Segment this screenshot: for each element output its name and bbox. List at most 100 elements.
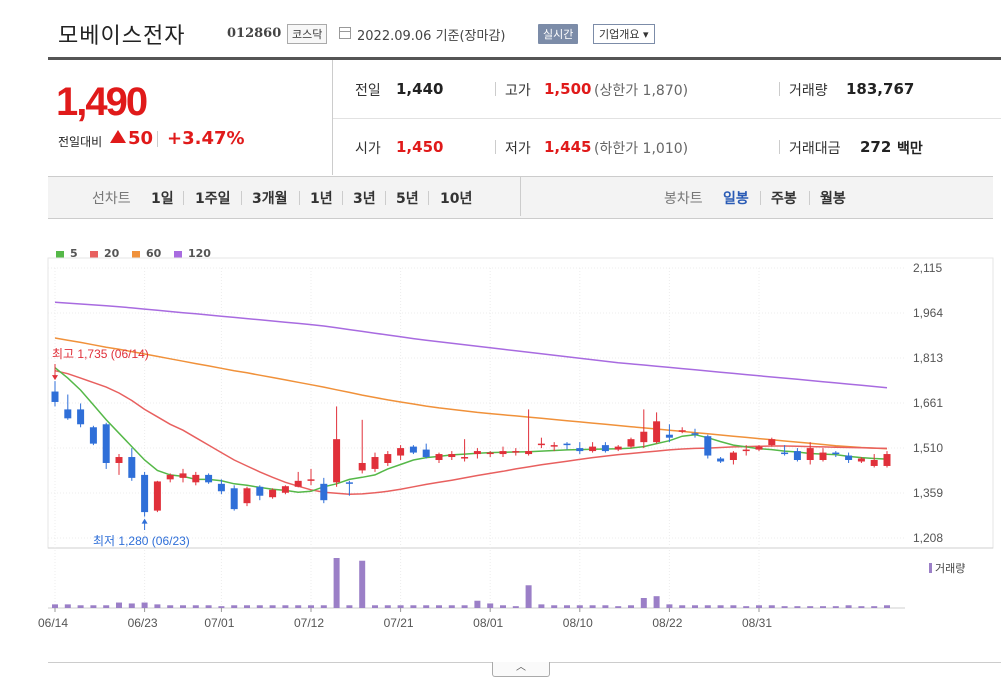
volume-bar bbox=[845, 605, 852, 608]
candle-body bbox=[525, 451, 533, 455]
candle-monthly[interactable]: 월봉 bbox=[820, 191, 846, 207]
volume-bar bbox=[205, 605, 212, 608]
period-3m[interactable]: 3개월 bbox=[252, 191, 288, 207]
legend-ma5: 5 bbox=[70, 247, 78, 260]
y-tick-label: 1,813 bbox=[913, 351, 943, 365]
period-1w[interactable]: 1주일 bbox=[195, 191, 231, 207]
volume-bar bbox=[180, 605, 186, 608]
candle-body bbox=[345, 482, 353, 484]
candle-body bbox=[550, 445, 558, 447]
x-tick-label: 06/23 bbox=[128, 616, 158, 630]
volume-bar bbox=[103, 605, 110, 608]
volume-bar bbox=[692, 605, 698, 608]
volume-bar bbox=[448, 605, 455, 608]
candle-body bbox=[64, 409, 72, 419]
stock-code: 012860 bbox=[227, 26, 282, 41]
candle-body bbox=[781, 452, 789, 455]
lower-limit: (하한가 1,010) bbox=[594, 141, 689, 157]
current-price: 1,490 bbox=[56, 80, 148, 124]
max-arrow-head bbox=[52, 375, 58, 381]
candle-body bbox=[333, 439, 341, 483]
col-divider bbox=[495, 82, 496, 96]
legend-swatch-ma5 bbox=[56, 251, 64, 259]
candle-daily[interactable]: 일봉 bbox=[723, 191, 749, 207]
x-tick-label: 06/14 bbox=[38, 616, 68, 630]
candle-body bbox=[397, 448, 405, 456]
period-10y[interactable]: 10년 bbox=[440, 191, 473, 207]
candle-body bbox=[269, 489, 277, 498]
volume-bar bbox=[167, 605, 174, 608]
volume-bar bbox=[756, 605, 762, 608]
candle-body bbox=[717, 458, 725, 462]
volume-label: 거래량 bbox=[789, 83, 828, 99]
candle-body bbox=[192, 474, 200, 483]
volume-bar bbox=[192, 605, 199, 608]
volume-bar bbox=[512, 606, 519, 608]
period-1d[interactable]: 1일 bbox=[151, 191, 174, 207]
volume-bar bbox=[372, 605, 378, 608]
company-overview-dropdown[interactable]: 기업개요 ▾ bbox=[593, 24, 655, 44]
candle-body bbox=[486, 452, 494, 455]
low-value: 1,445 bbox=[544, 138, 592, 156]
prev-close-label: 전일 bbox=[355, 83, 381, 99]
candle-body bbox=[205, 474, 213, 483]
volume-bar bbox=[730, 605, 737, 608]
candle-body bbox=[179, 473, 187, 478]
x-tick-label: 08/22 bbox=[652, 616, 682, 630]
volume-bar bbox=[320, 605, 327, 608]
candle-body bbox=[742, 449, 750, 452]
candle-body bbox=[141, 474, 149, 513]
x-tick-label: 07/01 bbox=[204, 616, 234, 630]
candle-weekly[interactable]: 주봉 bbox=[771, 191, 797, 207]
collapse-chevron-icon[interactable]: ︿ bbox=[492, 662, 550, 677]
volume-bar bbox=[397, 605, 404, 608]
period-sep bbox=[241, 191, 242, 205]
y-tick-label: 1,661 bbox=[913, 396, 943, 410]
volume-bar bbox=[308, 605, 314, 608]
volume-bar bbox=[359, 560, 366, 608]
y-tick-label: 2,115 bbox=[913, 261, 942, 275]
candle-body bbox=[77, 409, 85, 425]
period-3y[interactable]: 3년 bbox=[353, 191, 376, 207]
candle-body bbox=[89, 427, 97, 444]
candle-body bbox=[640, 431, 648, 443]
legend-ma60: 60 bbox=[146, 247, 162, 260]
candle-body bbox=[678, 430, 686, 432]
volume-bar bbox=[500, 605, 506, 608]
volume-bar bbox=[141, 602, 148, 608]
period-5y[interactable]: 5년 bbox=[396, 191, 419, 207]
candle-body bbox=[358, 462, 366, 471]
x-tick-label: 08/31 bbox=[742, 616, 772, 630]
candle-body bbox=[51, 391, 59, 402]
candle-body bbox=[665, 434, 673, 438]
legend-swatch-ma60 bbox=[132, 251, 140, 259]
period-sep bbox=[760, 191, 761, 205]
candle-body bbox=[653, 421, 661, 443]
volume-bar bbox=[576, 605, 583, 608]
volume-bar bbox=[704, 605, 711, 608]
volume-bar bbox=[781, 606, 788, 608]
candle-body bbox=[499, 451, 507, 455]
up-triangle-icon bbox=[110, 130, 126, 143]
col-divider bbox=[495, 140, 496, 154]
period-1y[interactable]: 1년 bbox=[310, 191, 333, 207]
volume-bar bbox=[282, 605, 289, 608]
market-badge: 코스닥 bbox=[287, 24, 328, 44]
volume-bar bbox=[832, 606, 839, 608]
candle-body bbox=[627, 439, 635, 447]
volume-bar bbox=[218, 606, 225, 608]
legend-swatch-ma120 bbox=[174, 251, 182, 259]
candle-body bbox=[384, 454, 392, 463]
volume-bar bbox=[640, 598, 647, 608]
summary-top-border bbox=[48, 57, 1001, 60]
candle-body bbox=[691, 433, 699, 435]
volume-bar bbox=[487, 603, 494, 608]
candle-body bbox=[153, 481, 161, 511]
col-divider bbox=[779, 140, 780, 154]
candle-body bbox=[115, 457, 123, 463]
volume-bar bbox=[615, 606, 622, 608]
volume-bar bbox=[77, 605, 84, 608]
realtime-button[interactable]: 실시간 bbox=[538, 24, 579, 44]
volume-bar bbox=[154, 604, 161, 608]
